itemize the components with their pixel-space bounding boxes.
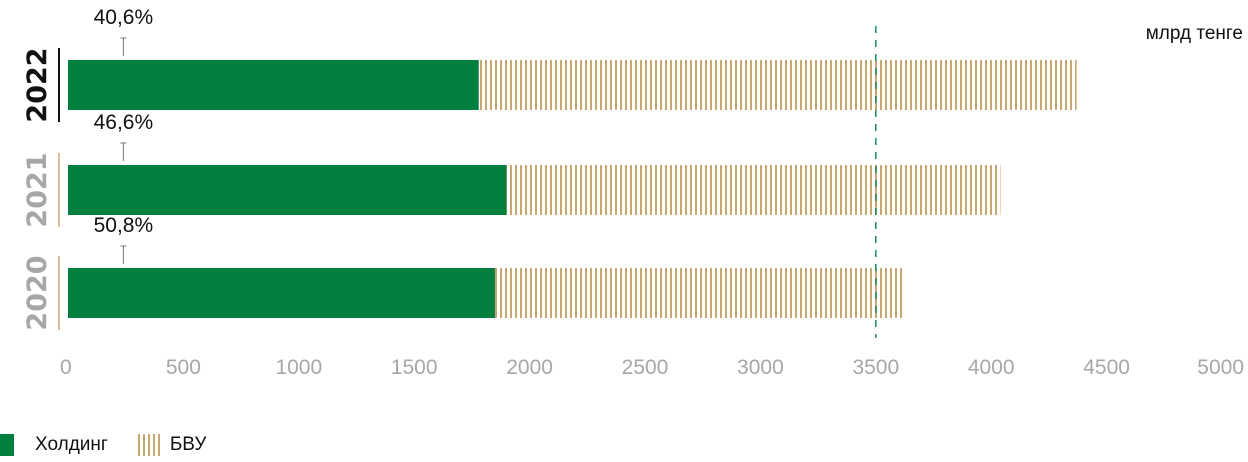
legend: Холдинг БВУ xyxy=(0,428,230,462)
year-label-2020: 2020 xyxy=(22,255,53,330)
bar-bvu-2020 xyxy=(494,268,904,318)
share-label-2021: 46,6% xyxy=(94,111,154,134)
legend-label-bvu: БВУ xyxy=(169,434,207,455)
bar-holding-2022 xyxy=(68,60,479,110)
legend-item-bvu: БВУ xyxy=(132,434,207,456)
x-tick-label-3000: 3000 xyxy=(737,356,784,379)
x-tick-label-4000: 4000 xyxy=(968,356,1015,379)
x-axis-ticks: 0 500 1000 1500 2000 2500 3000 3500 4000 4500 5000 xyxy=(60,356,1244,379)
legend-swatch-holding xyxy=(0,434,14,456)
share-label-2020: 50,8% xyxy=(94,214,154,237)
x-tick-label-1000: 1000 xyxy=(275,356,322,379)
x-tick-label-2500: 2500 xyxy=(622,356,669,379)
x-tick-label-0: 0 xyxy=(60,356,72,379)
legend-swatch-bvu xyxy=(137,434,160,456)
x-tick-label-1500: 1500 xyxy=(391,356,438,379)
unit-label: млрд тенге xyxy=(1146,23,1243,44)
x-tick-label-3500: 3500 xyxy=(852,356,899,379)
x-tick-label-500: 500 xyxy=(166,356,201,379)
bar-chart: млрд тенге 2022 40,6% 2021 46,6% 2020 50,8% 0… xyxy=(22,6,1244,379)
x-tick-label-5000: 5000 xyxy=(1197,356,1244,379)
legend-label-holding: Холдинг xyxy=(35,434,108,455)
bars-layer: 2022 40,6% 2021 46,6% 2020 50,8% xyxy=(22,6,1077,338)
x-tick-label-2000: 2000 xyxy=(506,356,553,379)
x-tick-label-4500: 4500 xyxy=(1083,356,1130,379)
share-label-2022: 40,6% xyxy=(94,6,154,29)
bar-holding-2020 xyxy=(68,268,495,318)
year-label-2021: 2021 xyxy=(22,152,53,227)
year-label-2022: 2022 xyxy=(22,47,53,122)
bar-bvu-2022 xyxy=(478,60,1077,110)
bar-holding-2021 xyxy=(68,165,507,215)
legend-item-holding: Холдинг xyxy=(0,434,108,456)
bar-bvu-2021 xyxy=(506,165,1001,215)
